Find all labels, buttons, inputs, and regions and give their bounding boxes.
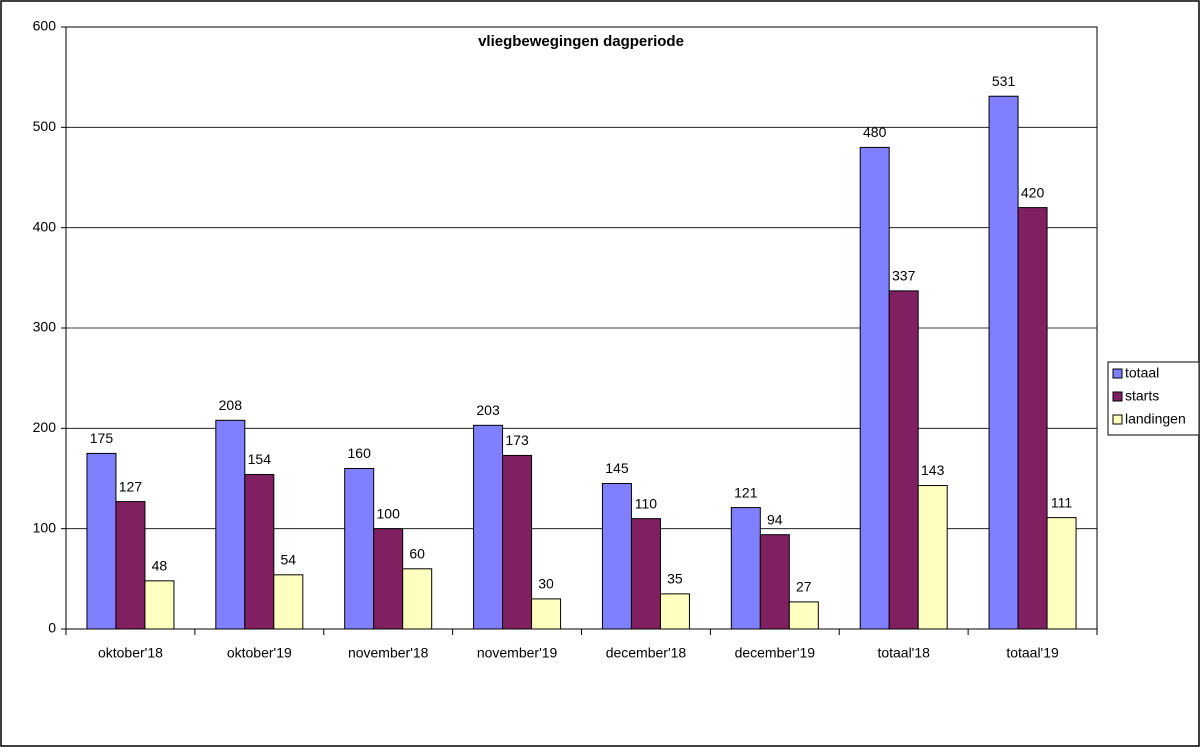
legend-swatch bbox=[1112, 414, 1123, 425]
bar bbox=[888, 290, 919, 630]
bar bbox=[86, 452, 117, 630]
bar bbox=[373, 528, 404, 630]
x-tick-label: december'18 bbox=[606, 645, 687, 661]
bar bbox=[144, 580, 175, 630]
bar bbox=[988, 95, 1019, 630]
y-tick-label: 500 bbox=[33, 118, 57, 134]
y-tick-label: 0 bbox=[48, 620, 56, 636]
value-label: 143 bbox=[921, 462, 945, 478]
bar bbox=[502, 454, 533, 630]
value-label: 60 bbox=[409, 546, 425, 562]
bar bbox=[917, 485, 948, 630]
bar bbox=[601, 483, 632, 630]
bar bbox=[659, 593, 690, 630]
value-label: 110 bbox=[635, 495, 658, 511]
legend-label: starts bbox=[1125, 388, 1159, 404]
x-tick-label: november'18 bbox=[348, 645, 429, 661]
bar bbox=[273, 574, 304, 630]
x-tick-label: oktober'19 bbox=[227, 645, 292, 661]
y-tick-label: 600 bbox=[33, 18, 57, 34]
legend-swatch bbox=[1112, 368, 1123, 379]
x-tick-label: totaal'19 bbox=[1006, 645, 1059, 661]
bar bbox=[859, 146, 890, 630]
bar bbox=[759, 534, 790, 630]
bar bbox=[215, 419, 246, 630]
value-label: 27 bbox=[796, 579, 812, 595]
value-label: 145 bbox=[605, 460, 629, 476]
value-label: 337 bbox=[892, 268, 916, 284]
value-label: 203 bbox=[476, 402, 500, 418]
value-label: 30 bbox=[538, 576, 554, 592]
bar bbox=[244, 473, 275, 630]
x-tick-label: totaal'18 bbox=[877, 645, 930, 661]
value-label: 208 bbox=[219, 397, 243, 413]
value-label: 127 bbox=[119, 478, 143, 494]
value-label: 111 bbox=[1051, 494, 1072, 510]
value-label: 173 bbox=[505, 432, 529, 448]
y-tick-label: 300 bbox=[33, 319, 57, 335]
value-label: 94 bbox=[767, 511, 783, 527]
bar bbox=[1046, 517, 1077, 630]
y-tick-label: 100 bbox=[33, 519, 57, 535]
chart-title: vliegbewegingen dagperiode bbox=[478, 33, 684, 50]
value-label: 531 bbox=[992, 73, 1016, 89]
x-tick-label: november'19 bbox=[477, 645, 558, 661]
bar bbox=[402, 568, 433, 630]
bar bbox=[730, 507, 761, 630]
value-label: 121 bbox=[734, 484, 758, 500]
bar bbox=[1017, 207, 1048, 630]
value-label: 48 bbox=[152, 558, 168, 574]
value-label: 35 bbox=[667, 571, 683, 587]
value-label: 100 bbox=[377, 505, 401, 521]
bar bbox=[630, 518, 661, 630]
bar bbox=[531, 598, 562, 630]
legend-swatch bbox=[1112, 391, 1123, 402]
value-label: 54 bbox=[281, 552, 297, 568]
value-label: 420 bbox=[1021, 184, 1045, 200]
legend-label: landingen bbox=[1125, 411, 1186, 427]
value-label: 154 bbox=[248, 451, 272, 467]
value-label: 175 bbox=[90, 430, 114, 446]
bar bbox=[788, 601, 819, 630]
bar bbox=[115, 501, 146, 630]
value-label: 160 bbox=[348, 445, 372, 461]
x-tick-label: oktober'18 bbox=[98, 645, 163, 661]
legend-box bbox=[1107, 361, 1200, 436]
bar bbox=[473, 424, 504, 630]
x-tick-label: december'19 bbox=[735, 645, 816, 661]
legend-label: totaal bbox=[1125, 365, 1159, 381]
y-tick-label: 200 bbox=[33, 419, 57, 435]
value-label: 480 bbox=[863, 124, 887, 140]
bar bbox=[344, 467, 375, 630]
y-tick-label: 400 bbox=[33, 218, 57, 234]
